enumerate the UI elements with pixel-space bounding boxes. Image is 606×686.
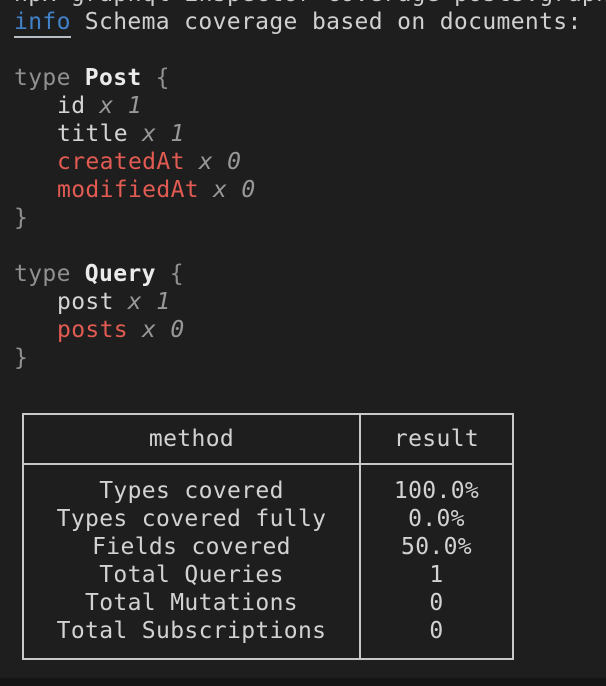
- type-post-open: type Post {: [14, 64, 606, 92]
- table-row-label: Types covered: [99, 478, 284, 504]
- info-badge: info: [14, 9, 71, 38]
- field-modifiedAt: modifiedAt x 0: [57, 177, 256, 203]
- table-row-label: Total Mutations: [85, 590, 298, 616]
- info-message: Schema coverage based on documents:: [84, 9, 582, 35]
- header-result: result: [393, 426, 480, 452]
- table-row-label: Total Subscriptions: [56, 618, 327, 644]
- field-id: id x 1: [57, 93, 142, 119]
- header-method: method: [24, 415, 361, 463]
- table-row-value: 50.0%: [401, 534, 472, 560]
- table-row-label: Total Queries: [99, 562, 284, 588]
- type-name-query: Query: [84, 261, 156, 287]
- usage-count: x 0: [142, 317, 185, 343]
- coverage-table-header: method result: [24, 415, 512, 465]
- open-brace: {: [155, 65, 170, 91]
- info-line: info Schema coverage based on documents:: [14, 8, 606, 38]
- coverage-table: method result Types covered Types covere…: [22, 413, 514, 660]
- table-row-value: 1: [429, 562, 444, 588]
- type-post-close: }: [14, 204, 606, 232]
- blank-line: [14, 372, 606, 400]
- usage-count: x 0: [198, 149, 242, 175]
- field-post: post x 1: [57, 289, 171, 315]
- usage-count: x 1: [127, 289, 171, 315]
- type-keyword: type: [14, 65, 71, 91]
- clipped-command-line: npx graphql-inspector coverage posts.gra…: [14, 0, 606, 8]
- type-name-post: Post: [84, 65, 142, 91]
- usage-count: x 0: [212, 177, 256, 203]
- table-row-value: 0.0%: [408, 506, 465, 532]
- table-row-label: Fields covered: [92, 534, 291, 560]
- window-bottom-edge: [0, 678, 606, 686]
- close-brace: }: [14, 205, 29, 231]
- terminal-output: npx graphql-inspector coverage posts.gra…: [14, 0, 606, 660]
- coverage-table-body: Types covered Types covered fully Fields…: [24, 465, 512, 658]
- usage-count: x 1: [142, 121, 185, 147]
- table-row-value: 0: [429, 590, 444, 616]
- field-posts: posts x 0: [57, 317, 185, 343]
- table-row-label: Types covered fully: [56, 506, 327, 532]
- close-brace: }: [14, 345, 29, 371]
- usage-count: x 1: [99, 93, 142, 119]
- type-query-open: type Query {: [14, 260, 606, 288]
- table-row-value: 0: [429, 618, 444, 644]
- method-column: Types covered Types covered fully Fields…: [24, 465, 361, 658]
- type-query-close: }: [14, 344, 606, 372]
- field-title: title x 1: [57, 121, 185, 147]
- type-keyword: type: [14, 261, 71, 287]
- blank-line: [14, 36, 606, 64]
- blank-line: [14, 232, 606, 260]
- field-createdAt: createdAt x 0: [57, 149, 242, 175]
- table-row-value: 100.0%: [393, 478, 480, 504]
- result-column: 100.0% 0.0% 50.0% 1 0 0: [361, 465, 512, 658]
- open-brace: {: [169, 261, 184, 287]
